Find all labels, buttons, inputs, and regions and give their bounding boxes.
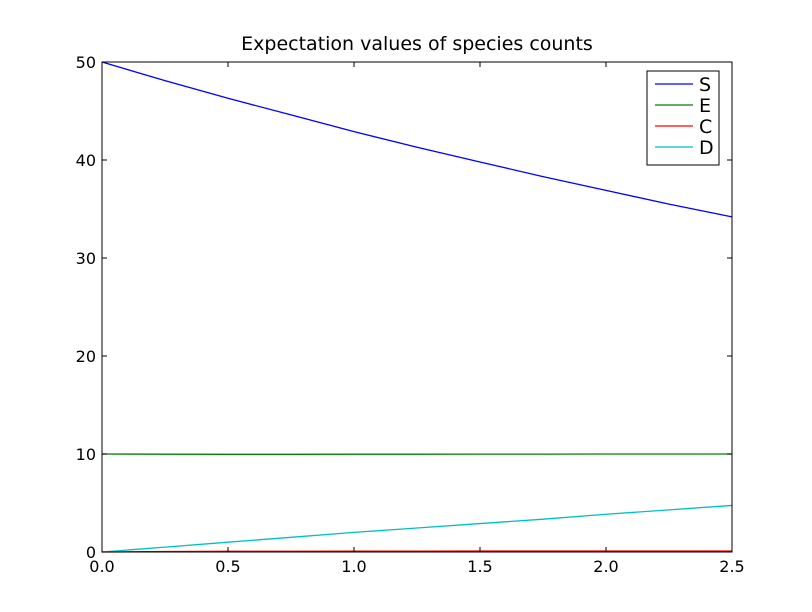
y-tick-label: 40: [76, 151, 96, 170]
x-tick-label: 0.5: [215, 557, 240, 576]
ticks-layer: 0.0 0.5 1.0 1.5 2.0 2.5 0 10 20 30 40 50: [76, 53, 745, 576]
x-tick-label: 2.5: [719, 557, 744, 576]
x-tick-label: 2.0: [593, 557, 618, 576]
series-line-S: [101, 61, 733, 218]
chart-title: Expectation values of species counts: [241, 33, 593, 55]
legend-label-C: C: [699, 116, 712, 138]
legend-box: [646, 70, 720, 166]
series-line-D: [101, 504, 733, 553]
y-tick-label: 20: [76, 347, 96, 366]
series-layer: [101, 61, 733, 553]
y-tick-label: 50: [76, 53, 96, 72]
plot-frame: [101, 61, 733, 553]
legend-label-E: E: [699, 95, 711, 117]
y-tick-label: 30: [76, 249, 96, 268]
x-tick-label: 1.5: [467, 557, 492, 576]
series-line-C: [101, 550, 732, 553]
y-tick-label: 10: [76, 445, 96, 464]
legend-label-S: S: [699, 74, 711, 96]
x-tick-label: 1.0: [341, 557, 366, 576]
legend-label-D: D: [699, 137, 714, 159]
x-tick-label: 0.0: [89, 557, 114, 576]
plot-area: [102, 62, 732, 552]
y-tick-label: 0: [86, 543, 96, 562]
